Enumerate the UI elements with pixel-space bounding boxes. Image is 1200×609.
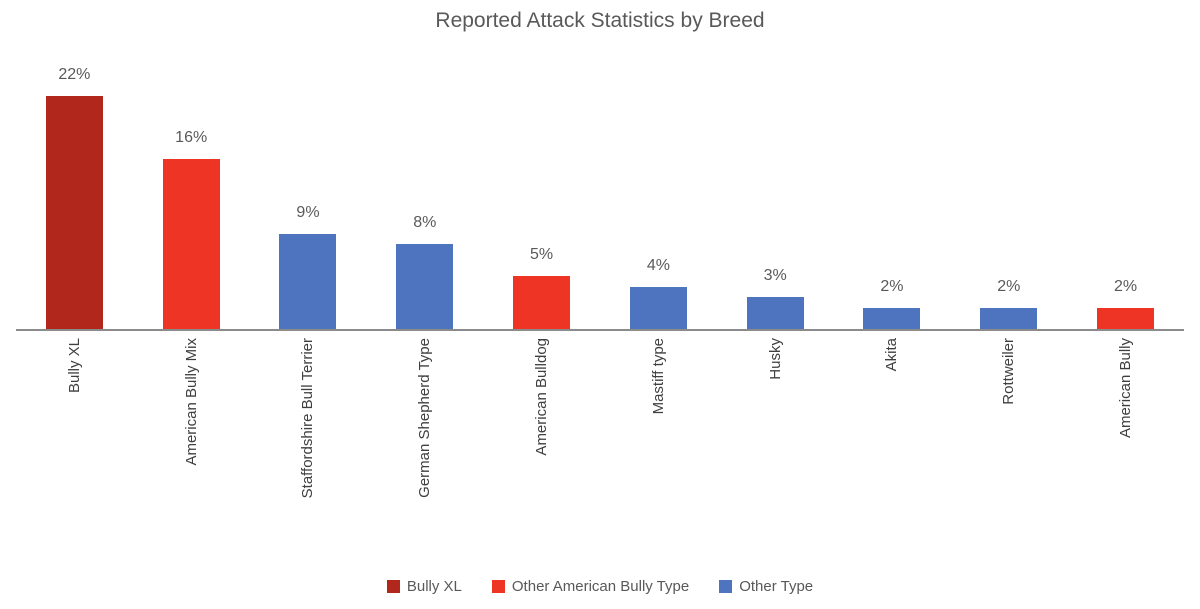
- legend-item: Other American Bully Type: [491, 578, 690, 595]
- legend-item: Bully XL: [386, 578, 462, 595]
- legend-item-label: Other Type: [739, 578, 814, 595]
- bar-cell: 8%: [366, 33, 483, 329]
- bar: [279, 234, 337, 329]
- bar-cell: 22%: [16, 33, 133, 329]
- bar: [746, 297, 804, 329]
- category-label-cell: German Shepherd Type: [366, 338, 483, 556]
- bars-container: 22% 16% 9% 8% 5% 4% 3% 2% 2% 2%: [16, 33, 1184, 329]
- plot-area: 22% 16% 9% 8% 5% 4% 3% 2% 2% 2%: [16, 33, 1184, 556]
- legend-item: Other Type: [719, 578, 813, 595]
- category-label: American Bully: [1117, 338, 1135, 439]
- category-label: German Shepherd Type: [416, 338, 434, 498]
- bar: [629, 287, 687, 329]
- bar-cell: 3%: [717, 33, 834, 329]
- bar-value-label: 2%: [1114, 278, 1138, 295]
- bar: [980, 308, 1038, 329]
- bar-value-label: 8%: [413, 214, 437, 231]
- bar: [863, 308, 921, 329]
- bar-value-label: 16%: [175, 129, 208, 146]
- category-label-cell: Akita: [834, 338, 951, 556]
- legend-item-label: Other American Bully Type: [511, 578, 690, 595]
- category-label: American Bulldog: [533, 338, 551, 456]
- category-label-cell: Mastiff type: [600, 338, 717, 556]
- x-axis-line: [16, 329, 1184, 331]
- bar-cell: 2%: [834, 33, 951, 329]
- bar: [513, 276, 571, 329]
- category-label: Husky: [766, 338, 784, 380]
- bar-value-label: 22%: [58, 66, 91, 83]
- category-label-cell: Rottweiler: [950, 338, 1067, 556]
- bar: [162, 159, 220, 329]
- legend-swatch-icon: [491, 580, 505, 593]
- legend: Bully XL Other American Bully Type Other…: [0, 578, 1200, 595]
- category-label: American Bully Mix: [182, 338, 200, 466]
- category-label-cell: American Bulldog: [483, 338, 600, 556]
- chart-title: Reported Attack Statistics by Breed: [435, 9, 765, 32]
- legend-swatch-icon: [386, 580, 400, 593]
- bar-value-label: 3%: [763, 267, 787, 284]
- legend-item-label: Bully XL: [406, 578, 462, 595]
- bar-value-label: 5%: [530, 246, 554, 263]
- bar-value-label: 2%: [997, 278, 1021, 295]
- bar-cell: 2%: [1067, 33, 1184, 329]
- bar: [45, 96, 103, 329]
- bar-value-label: 2%: [880, 278, 904, 295]
- bar: [1097, 308, 1155, 329]
- category-label-cell: American Bully: [1067, 338, 1184, 556]
- bar-cell: 16%: [133, 33, 250, 329]
- legend-swatch-icon: [719, 580, 733, 593]
- category-label-cell: Husky: [717, 338, 834, 556]
- bar-value-label: 9%: [296, 204, 320, 221]
- category-label: Rottweiler: [1000, 338, 1018, 405]
- category-label: Akita: [883, 338, 901, 372]
- bar-value-label: 4%: [646, 257, 670, 274]
- category-label: Staffordshire Bull Terrier: [299, 338, 317, 499]
- bar-cell: 2%: [950, 33, 1067, 329]
- category-label-cell: Staffordshire Bull Terrier: [250, 338, 367, 556]
- bar: [396, 244, 454, 329]
- bar-cell: 5%: [483, 33, 600, 329]
- category-labels-container: Bully XL American Bully Mix Staffordshir…: [16, 331, 1184, 556]
- category-label: Bully XL: [65, 338, 83, 394]
- category-label-cell: American Bully Mix: [133, 338, 250, 556]
- bar-cell: 4%: [600, 33, 717, 329]
- category-label-cell: Bully XL: [16, 338, 133, 556]
- category-label: Mastiff type: [649, 338, 667, 415]
- bar-cell: 9%: [250, 33, 367, 329]
